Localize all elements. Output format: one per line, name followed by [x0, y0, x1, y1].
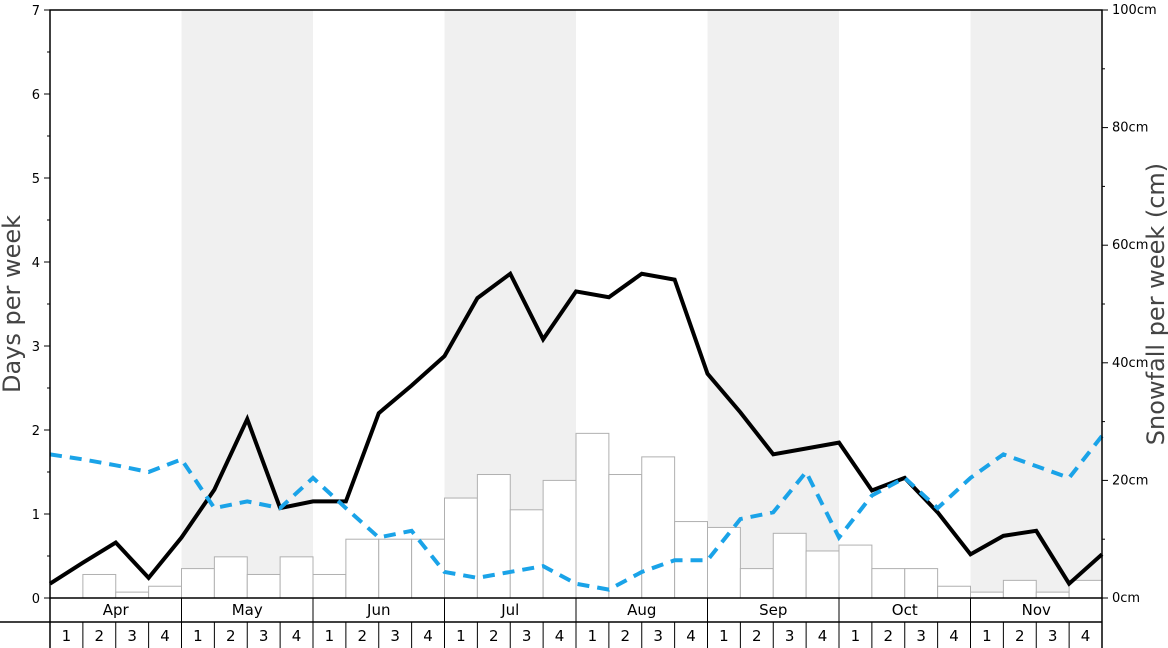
left-tick-label: 2 — [32, 424, 40, 439]
week-label: 1 — [588, 627, 598, 645]
data-lines — [48, 270, 1104, 592]
right-tick-label: 40cm — [1112, 356, 1148, 371]
week-label: 2 — [95, 627, 105, 645]
week-label: 3 — [1048, 627, 1058, 645]
snowfall-bar — [641, 456, 676, 599]
right-axis-title: Snowfall per week (cm) — [1142, 163, 1168, 445]
week-label: 4 — [1081, 627, 1091, 645]
week-label: 3 — [916, 627, 926, 645]
snowfall-bar — [181, 568, 215, 599]
snowfall-bar — [871, 568, 906, 599]
snowfall-bar — [246, 573, 281, 599]
snowfall-bar — [739, 568, 774, 599]
snowfall-bar — [82, 573, 117, 599]
snowfall-bar — [575, 432, 610, 599]
snowfall-bar — [411, 538, 445, 599]
snowfall-bar — [937, 585, 971, 599]
left-tick-label: 5 — [32, 172, 40, 187]
week-label: 3 — [522, 627, 532, 645]
snowfall-bar — [279, 556, 314, 599]
snowfall-bar — [608, 474, 643, 599]
right-tick-label: 20cm — [1112, 473, 1148, 488]
left-tick-label: 6 — [32, 88, 40, 103]
month-band-nov — [970, 10, 1102, 598]
snowfall-bars — [82, 432, 1103, 599]
right-tick-label: 0cm — [1112, 591, 1140, 606]
week-label: 1 — [62, 627, 72, 645]
month-label-jul: Jul — [500, 601, 519, 619]
right-tick-label: 80cm — [1112, 121, 1148, 136]
week-label: 2 — [752, 627, 762, 645]
week-label: 2 — [489, 627, 499, 645]
week-row: 1 2 3 4 1 2 3 4 1 2 3 4 1 2 3 4 1 2 3 4 1 2 3 4 1 2 3 4 1 2 3 4 — [62, 622, 1091, 648]
left-tick-label: 0 — [32, 592, 40, 607]
snowfall-bar — [542, 479, 577, 599]
week-label: 2 — [226, 627, 236, 645]
snowfall-bar — [213, 556, 248, 599]
left-tick-label: 4 — [32, 256, 40, 271]
week-label: 4 — [949, 627, 959, 645]
snowfall-bar — [1068, 579, 1103, 599]
snowfall-bar — [312, 573, 347, 599]
week-label: 3 — [785, 627, 795, 645]
week-label: 1 — [719, 627, 729, 645]
week-label: 4 — [423, 627, 433, 645]
left-axis-ticks: 0 1 2 3 4 5 6 7 — [32, 4, 50, 607]
snowfall-bar — [345, 538, 380, 599]
snowfall-bar — [1002, 579, 1037, 599]
week-label: 3 — [259, 627, 269, 645]
week-label: 1 — [325, 627, 335, 645]
dashed-blue-line — [49, 434, 1104, 592]
snowfall-bar — [805, 550, 840, 599]
month-bands — [181, 10, 1102, 598]
month-label-sep: Sep — [759, 601, 787, 619]
month-band-sep — [707, 10, 839, 598]
week-label: 4 — [555, 627, 565, 645]
left-tick-label: 1 — [32, 508, 40, 523]
week-label: 2 — [1015, 627, 1025, 645]
week-label: 4 — [818, 627, 828, 645]
snowfall-bar — [772, 532, 807, 599]
left-tick-label: 7 — [32, 4, 40, 19]
week-label: 2 — [358, 627, 368, 645]
snowfall-bar — [476, 474, 511, 599]
right-tick-label: 60cm — [1112, 238, 1148, 253]
snowfall-bar — [509, 509, 544, 599]
snowfall-bar — [115, 591, 150, 599]
week-label: 4 — [160, 627, 170, 645]
week-label: 3 — [127, 627, 137, 645]
right-axis-ticks: 0cm 20cm 40cm 60cm 80cm 100cm — [1102, 3, 1157, 606]
week-label: 4 — [292, 627, 302, 645]
snowfall-bar — [378, 538, 413, 599]
right-tick-label: 100cm — [1112, 3, 1157, 18]
week-label: 1 — [851, 627, 861, 645]
left-axis-title: Days per week — [0, 215, 26, 393]
month-row: Apr May Jun Jul Aug Sep Oct Nov — [103, 598, 1051, 622]
week-label: 3 — [653, 627, 663, 645]
week-label: 4 — [686, 627, 696, 645]
month-label-nov: Nov — [1022, 601, 1051, 619]
snowfall-bar — [444, 497, 478, 599]
month-label-aug: Aug — [627, 601, 656, 619]
left-tick-label: 3 — [32, 340, 40, 355]
week-label: 2 — [884, 627, 894, 645]
snowfall-bar — [904, 568, 939, 599]
week-label: 1 — [982, 627, 992, 645]
month-label-jun: Jun — [366, 601, 390, 619]
month-label-oct: Oct — [892, 601, 918, 619]
snowfall-bar — [1035, 591, 1070, 599]
month-label-may: May — [232, 601, 263, 619]
week-label: 2 — [621, 627, 631, 645]
week-label: 1 — [193, 627, 203, 645]
month-label-apr: Apr — [103, 601, 130, 619]
snowfall-bar — [970, 591, 1004, 599]
week-label: 1 — [456, 627, 466, 645]
snowfall-bar — [838, 544, 873, 599]
week-label: 3 — [390, 627, 400, 645]
solid-black-line — [48, 270, 1104, 587]
snowfall-bar — [148, 585, 182, 599]
